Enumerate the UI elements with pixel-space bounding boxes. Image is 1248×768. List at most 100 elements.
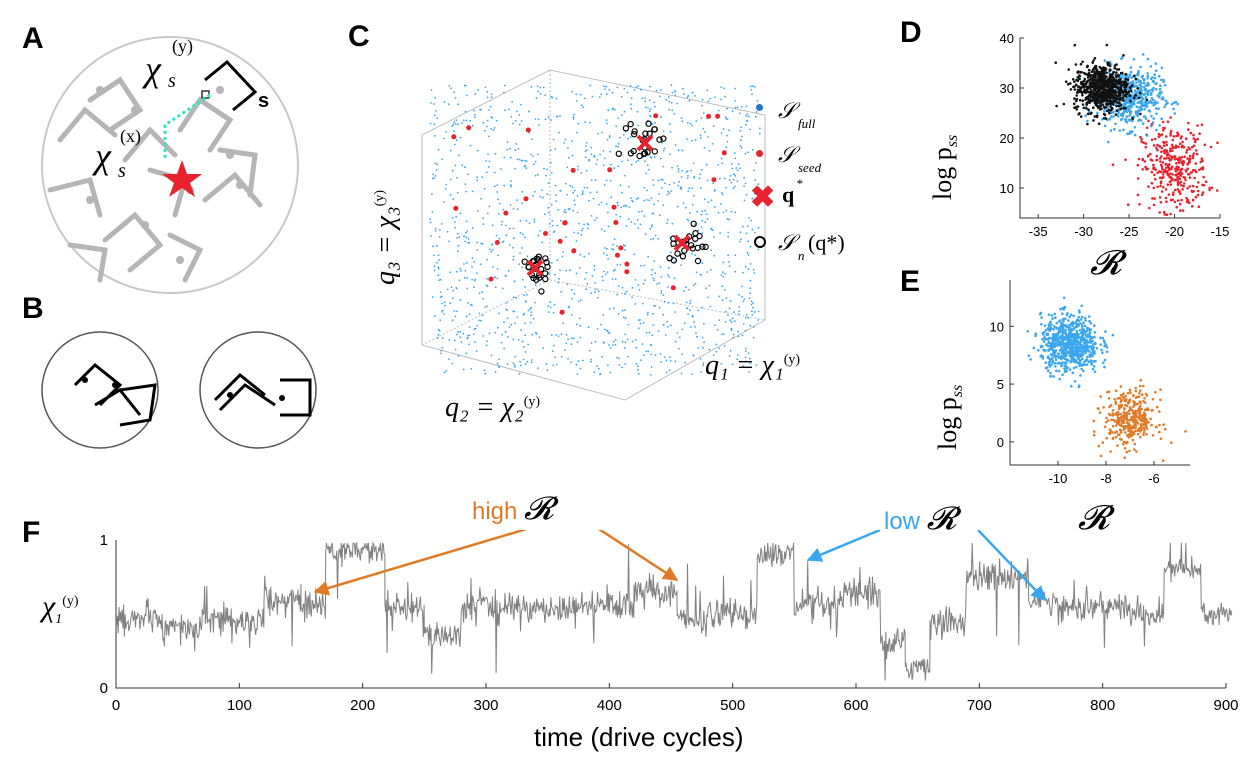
s-full-point	[441, 347, 444, 349]
data-point	[1147, 109, 1151, 112]
s-full-point	[507, 270, 510, 272]
data-point	[1129, 99, 1132, 103]
s-full-point	[471, 304, 473, 307]
s-full-point	[603, 270, 605, 273]
data-point	[1093, 78, 1096, 82]
data-point	[1105, 345, 1109, 349]
data-point	[1192, 144, 1196, 147]
data-point	[1118, 423, 1122, 427]
s-full-point	[667, 273, 669, 276]
data-point	[1099, 454, 1103, 458]
data-point	[1128, 119, 1131, 122]
s-full-point	[640, 264, 642, 267]
s-full-point	[639, 322, 642, 325]
data-point	[1083, 77, 1087, 81]
s-full-point	[490, 250, 493, 253]
data-point	[1187, 201, 1191, 204]
data-point	[1158, 124, 1161, 127]
data-point	[1181, 188, 1184, 191]
neighborhood-point	[630, 147, 637, 155]
x-tick-label: 0	[112, 697, 120, 714]
data-point	[1144, 426, 1148, 429]
s-full-point	[451, 216, 454, 219]
s-full-point	[725, 209, 728, 212]
s-full-point	[742, 271, 744, 274]
s-full-point	[681, 328, 684, 331]
s-full-point	[445, 130, 447, 133]
data-point	[1170, 441, 1173, 444]
axis-q2-label: q₂ = χ₂(y)	[445, 392, 541, 423]
data-point	[1089, 345, 1093, 348]
s-full-point	[730, 327, 733, 330]
s-full-point	[614, 268, 616, 271]
data-point	[1113, 127, 1116, 131]
s-full-point	[608, 136, 611, 139]
data-point	[1144, 84, 1148, 87]
data-point	[1061, 327, 1065, 331]
s-full-point	[480, 242, 483, 245]
data-point	[1109, 80, 1112, 83]
data-point	[1111, 75, 1114, 79]
data-point	[1118, 129, 1122, 132]
data-point	[1040, 316, 1043, 319]
data-point	[1153, 101, 1156, 104]
data-point	[1136, 78, 1140, 81]
data-point	[1120, 83, 1123, 87]
data-point	[1104, 106, 1108, 109]
s-full-point	[458, 279, 461, 282]
data-point	[1073, 380, 1077, 383]
data-point	[1169, 212, 1172, 216]
s-full-point	[555, 97, 558, 100]
s-full-point	[653, 279, 656, 282]
data-point	[1136, 193, 1140, 197]
data-point	[1080, 71, 1083, 74]
data-point	[1189, 131, 1193, 135]
data-point	[1103, 124, 1107, 128]
data-point	[1203, 143, 1207, 147]
neighborhood-point	[651, 148, 658, 155]
data-point	[1070, 358, 1074, 362]
s-full-point	[512, 207, 515, 210]
data-point	[1133, 74, 1136, 78]
data-point	[1156, 158, 1159, 162]
s-full-point	[604, 157, 606, 160]
data-point	[1139, 423, 1143, 426]
data-point	[1201, 191, 1205, 194]
s-full-point	[631, 340, 634, 343]
data-point	[1068, 326, 1072, 329]
data-point	[1177, 171, 1180, 175]
s-full-point	[475, 272, 478, 275]
data-point	[1108, 68, 1112, 71]
data-point	[1052, 351, 1055, 354]
s-full-point	[734, 254, 737, 257]
data-point	[1164, 163, 1168, 166]
data-point	[1047, 313, 1051, 316]
data-point	[1140, 393, 1144, 396]
data-point	[1081, 325, 1084, 328]
data-point	[1169, 116, 1172, 119]
s-full-point	[620, 95, 623, 98]
data-point	[1194, 149, 1198, 152]
s-full-point	[530, 311, 533, 313]
s-full-point	[745, 119, 748, 122]
data-point	[1132, 58, 1136, 61]
data-point	[1069, 352, 1072, 355]
data-point	[1136, 110, 1140, 114]
s-full-point	[650, 366, 653, 368]
s-full-point	[708, 284, 711, 287]
s-full-point	[605, 203, 608, 205]
s-full-point	[644, 233, 647, 236]
s-full-point	[724, 116, 727, 118]
s-full-point	[730, 329, 733, 331]
s-full-point	[621, 366, 623, 369]
data-point	[1039, 311, 1043, 315]
s-full-point	[511, 101, 513, 103]
s-full-point	[519, 360, 521, 363]
s-full-point	[695, 271, 698, 274]
data-point	[1155, 87, 1158, 91]
s-full-point	[459, 136, 462, 139]
s-full-point	[590, 342, 593, 344]
s-full-point	[514, 149, 517, 152]
s-full-point	[587, 326, 590, 329]
